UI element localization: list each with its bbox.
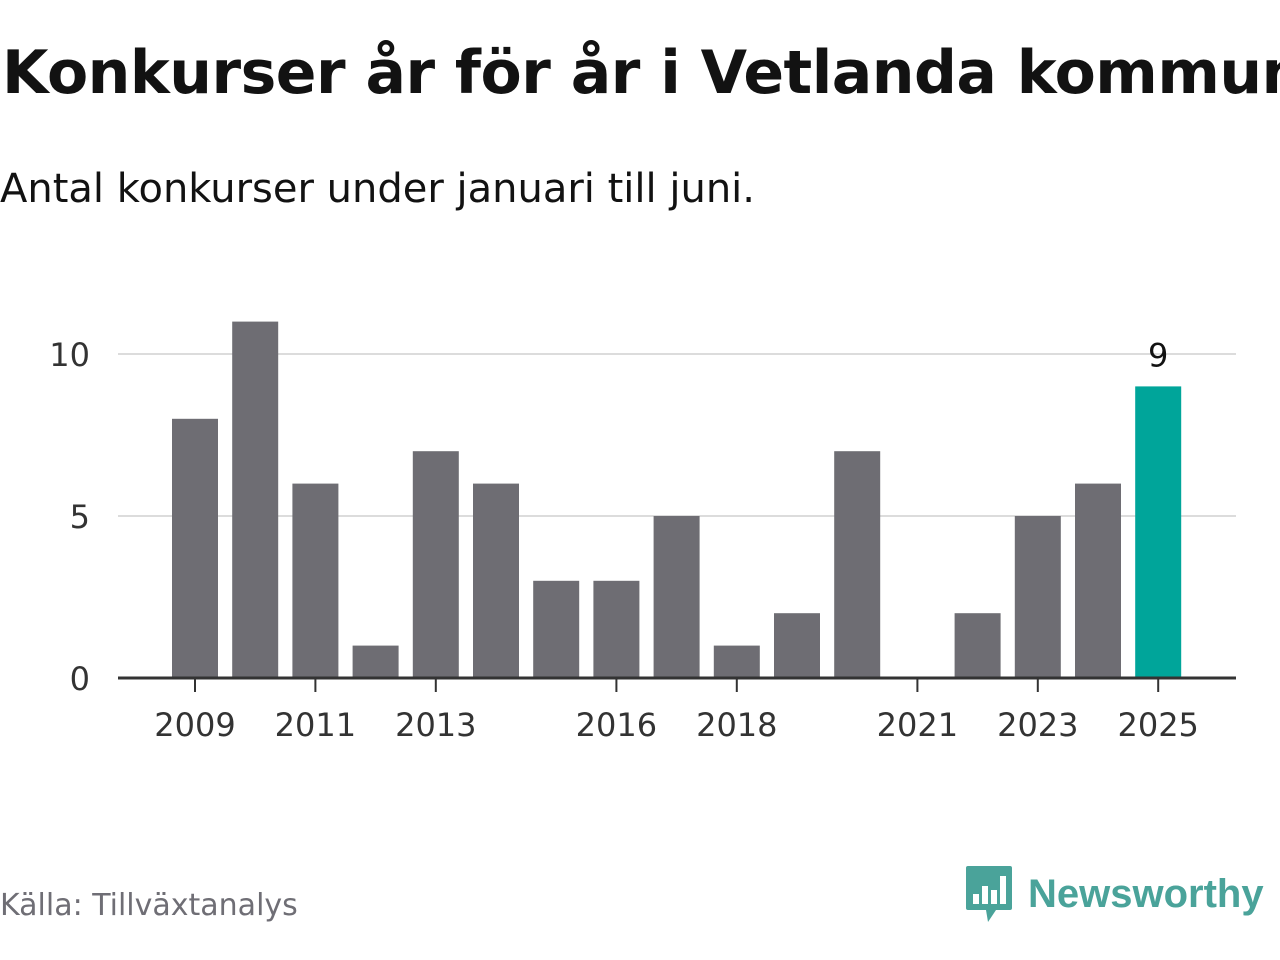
bar-chart: 0 5 10 2009 2011 2013 2016 2018 2021 2023 2025 9: [49, 321, 1236, 744]
bar-2022: [954, 613, 1001, 678]
bar-2025: [1135, 386, 1182, 678]
chart-subtitle: Antal konkurser under januari till juni.: [0, 166, 755, 212]
bar-2012: [352, 645, 399, 678]
bar-2017: [653, 516, 700, 678]
chart-title: Konkurser år för år i Vetlanda kommun: [2, 38, 1280, 108]
source-note: Källa: Tillväxtanalys: [0, 888, 298, 923]
x-tick-label: 2011: [275, 706, 356, 744]
bar-2024: [1075, 483, 1121, 678]
bar-2011: [292, 483, 339, 678]
x-tick-label: 2009: [154, 706, 235, 744]
y-tick-label: 10: [49, 336, 90, 374]
x-tick-label: 2013: [395, 706, 476, 744]
y-tick-label: 5: [70, 498, 90, 536]
bar-2014: [473, 483, 519, 678]
bar-2023: [1014, 516, 1061, 678]
bar-2020: [834, 451, 881, 678]
brand-logo: Newsworthy: [964, 864, 1264, 924]
x-tick-label: 2023: [997, 706, 1078, 744]
bar-2009: [172, 418, 218, 678]
x-tick-label: 2018: [696, 706, 777, 744]
bar-2013: [412, 451, 459, 678]
brand-name: Newsworthy: [1028, 871, 1264, 916]
data-label: 9: [1148, 336, 1168, 374]
bar-2010: [232, 321, 279, 678]
bar-2019: [774, 613, 820, 678]
bar-2016: [593, 580, 640, 678]
newsworthy-chart-bubble-icon: [966, 866, 1012, 922]
x-tick-label: 2016: [576, 706, 657, 744]
x-tick-label: 2021: [877, 706, 958, 744]
x-tick-label: 2025: [1117, 706, 1198, 744]
bar-2015: [533, 580, 580, 678]
bar-2018: [713, 645, 760, 678]
y-tick-label: 0: [70, 660, 90, 698]
